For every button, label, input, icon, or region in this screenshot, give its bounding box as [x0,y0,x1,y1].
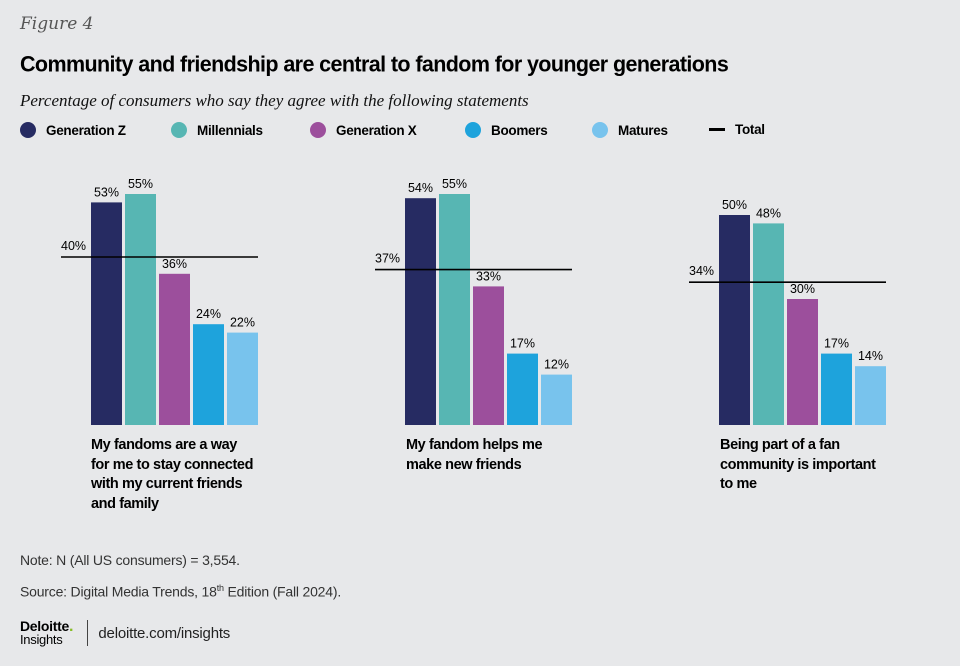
source-suffix: Edition (Fall 2024). [223,583,342,600]
bar-value-label: 17% [510,337,535,351]
logo-subtitle: Insights [20,632,63,647]
source-prefix: Source: Digital Media Trends, 18 [20,583,217,600]
logo-wordmark: Deloitte [20,618,69,634]
total-value-label: 40% [61,239,86,253]
legend-item-millennials: Millennials [171,122,263,138]
source-superscript: th [216,583,224,593]
bar-boomers-2 [821,353,852,425]
bar-millennials-2 [753,223,784,425]
legend-item-boomers: Boomers [465,122,548,138]
bar-value-label: 55% [442,177,467,191]
legend-label: Boomers [491,122,548,138]
footer-divider [87,620,89,646]
bar-group-2: 50% 48% 30% 17% 14% 34% [689,198,886,425]
legend-swatch-boomers [465,122,481,138]
bar-value-label: 22% [230,316,255,330]
legend-label: Total [735,122,765,137]
footer: Deloitte. Insights deloitte.com/insights [20,618,231,647]
chart-title: Community and friendship are central to … [20,51,729,77]
category-label-line: Being part of a fan [720,437,840,453]
note-text: Note: N (All US consumers) = 3,554. [20,552,240,568]
bar-value-label: 24% [196,307,221,321]
legend-label: Matures [618,122,668,138]
bar-boomers-1 [507,353,538,425]
legend-item-total: Total [709,122,765,137]
bar-value-label: 54% [408,181,433,195]
bar-value-label: 48% [756,206,781,220]
category-label-line: and family [91,495,159,512]
bar-value-label: 30% [790,282,815,296]
category-label-1: My fandom helps me make new friends [406,436,586,475]
bar-matures-0 [227,332,258,425]
category-label-2: Being part of a fan community is importan… [720,436,900,495]
bar-value-label: 55% [128,177,153,191]
bar-value-label: 50% [722,198,747,212]
total-value-label: 34% [689,264,714,278]
category-label-line: community is important [720,456,876,473]
bar-value-label: 12% [544,358,569,372]
category-label-line: for me to stay connected [91,456,254,473]
bar-millennials-0 [125,194,156,425]
legend-label: Generation X [336,122,417,138]
category-label-line: make new friends [406,456,522,473]
category-label-line: to me [720,476,757,492]
bar-value-label: 53% [94,185,119,199]
total-value-label: 37% [375,252,400,266]
category-label-line: My fandoms are a way [91,437,237,453]
bar-value-label: 36% [162,257,187,271]
bar-generation-z-1 [405,198,436,425]
deloitte-insights-logo: Deloitte. Insights [20,618,74,647]
bar-generation-x-1 [473,286,504,425]
bar-generation-x-0 [159,273,190,425]
source-text: Source: Digital Media Trends, 18th Editi… [20,583,341,600]
bar-boomers-0 [193,324,224,425]
bar-value-label: 33% [476,269,501,283]
legend-swatch-generation-x [310,122,326,138]
bar-generation-z-2 [719,215,750,425]
legend-label: Millennials [197,122,263,138]
legend-swatch-millennials [171,122,187,138]
category-label-line: with my current friends [91,476,243,492]
legend-item-generation-z: Generation Z [20,122,126,138]
bar-matures-2 [855,366,886,425]
legend-item-matures: Matures [592,122,668,138]
logo-green-dot: . [68,618,74,635]
bar-chart: 53% 55% 36% 24% 22% 40% 54% 55% 33% 17% 12% 37% 50% 4… [61,177,886,425]
bar-value-label: 17% [824,337,849,351]
bar-group-0: 53% 55% 36% 24% 22% 40% [61,177,258,425]
legend-item-generation-x: Generation X [310,122,417,138]
figure-label: Figure 4 [20,14,94,34]
footer-url-link[interactable]: deloitte.com/insights [98,624,231,642]
chart-subtitle: Percentage of consumers who say they agr… [20,91,529,110]
legend-swatch-generation-z [20,122,36,138]
bar-matures-1 [541,374,572,425]
legend-swatch-total [709,128,725,131]
category-label-0: My fandoms are a way for me to stay conne… [91,436,271,514]
bar-group-1: 54% 55% 33% 17% 12% 37% [375,177,572,425]
bar-generation-x-2 [787,299,818,425]
legend-label: Generation Z [46,122,126,138]
bar-generation-z-0 [91,202,122,425]
legend-swatch-matures [592,122,608,138]
bar-value-label: 14% [858,349,883,363]
bar-millennials-1 [439,194,470,425]
category-label-line: My fandom helps me [406,437,543,453]
